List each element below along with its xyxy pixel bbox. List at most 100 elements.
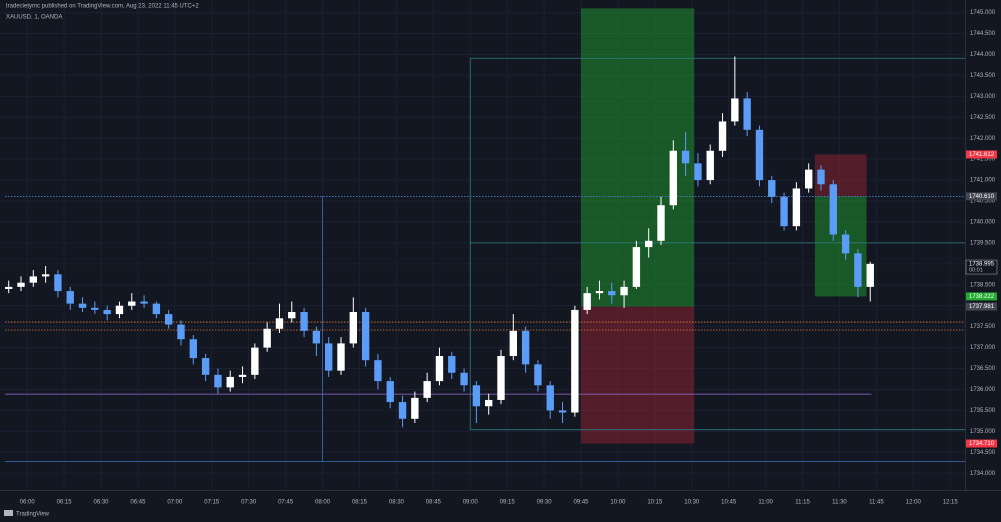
candle-body xyxy=(632,247,641,287)
y-tick-label: 1742.500 xyxy=(970,115,996,121)
y-tick-label: 1738.500 xyxy=(970,282,996,288)
candle-body xyxy=(41,274,50,277)
x-tick-label: 10:15 xyxy=(647,500,663,506)
y-tick-label: 1735.500 xyxy=(970,408,996,414)
y-tick-label: 1739.500 xyxy=(970,240,996,246)
candle-body xyxy=(411,397,419,419)
x-tick-label: 09:45 xyxy=(573,500,589,506)
candle-body xyxy=(805,169,813,189)
candle-body xyxy=(66,291,74,304)
price-badge xyxy=(966,302,997,311)
x-tick-label: 08:00 xyxy=(315,500,331,506)
price-badge xyxy=(965,259,998,275)
price-badge-label: 1738.222 xyxy=(969,294,995,300)
price-badge-note: 00:01 xyxy=(969,268,983,274)
candle-body xyxy=(534,364,542,386)
footer-brand: TradingView xyxy=(16,512,50,518)
candle-body xyxy=(792,188,801,227)
candle-body xyxy=(768,180,776,197)
candle-body xyxy=(115,305,124,315)
candle-body xyxy=(251,347,259,375)
candle-body xyxy=(558,410,567,413)
candle-body xyxy=(435,355,444,382)
candle-body xyxy=(571,309,579,413)
candle-body xyxy=(349,312,357,344)
candle-body xyxy=(361,312,370,361)
x-tick-label: 12:00 xyxy=(906,500,922,506)
price-badge-label: 1740.610 xyxy=(969,194,995,200)
candle-body xyxy=(755,129,764,181)
y-tick-label: 1740.500 xyxy=(970,199,996,205)
candle-body xyxy=(743,98,751,130)
y-tick-label: 1744.500 xyxy=(970,31,996,37)
candle-body xyxy=(189,339,197,359)
y-tick-label: 1735.000 xyxy=(970,429,996,435)
x-tick-label: 07:30 xyxy=(241,500,257,506)
candle-body xyxy=(681,150,690,164)
x-tick-label: 11:15 xyxy=(795,500,810,506)
candle-body xyxy=(854,253,862,287)
x-tick-label: 09:00 xyxy=(463,500,479,506)
y-tick-label: 1743.000 xyxy=(970,94,996,100)
x-tick-label: 06:00 xyxy=(20,500,36,506)
symbol-legend: XAUUSD, 1, OANDA xyxy=(6,15,62,21)
x-tick-label: 11:30 xyxy=(832,500,847,506)
loss-zone xyxy=(581,306,695,444)
x-tick-label: 09:30 xyxy=(537,500,553,506)
candle-body xyxy=(312,330,321,344)
candle-body xyxy=(214,374,222,388)
y-tick-label: 1734.500 xyxy=(970,450,996,456)
x-tick-label: 08:15 xyxy=(352,500,368,506)
candle-body xyxy=(54,274,62,292)
candle-body xyxy=(718,121,727,151)
candle-body xyxy=(841,234,850,254)
y-tick-label: 1742.000 xyxy=(970,136,996,142)
candle-body xyxy=(706,150,714,181)
candle-body xyxy=(91,307,99,310)
x-tick-label: 12:15 xyxy=(943,500,959,506)
x-tick-label: 06:30 xyxy=(93,500,109,506)
price-badge xyxy=(966,439,997,448)
y-tick-label: 1744.000 xyxy=(970,52,996,58)
candle-body xyxy=(103,309,111,315)
candle-body xyxy=(300,312,308,331)
x-tick-label: 10:45 xyxy=(721,500,737,506)
candle-body xyxy=(669,150,677,206)
candle-body xyxy=(152,303,161,315)
candle-body xyxy=(509,330,517,356)
y-tick-label: 1734.000 xyxy=(970,471,996,477)
y-tick-label: 1736.000 xyxy=(970,387,996,393)
candle-body xyxy=(731,98,739,122)
y-tick-label: 1737.500 xyxy=(970,324,996,330)
candle-body xyxy=(226,376,234,388)
candle-body xyxy=(694,163,702,181)
candle-body xyxy=(595,291,604,294)
y-tick-label: 1745.000 xyxy=(970,10,996,16)
logo-icon xyxy=(4,510,13,516)
price-badge-label: 1734.710 xyxy=(969,441,995,447)
y-tick-label: 1736.500 xyxy=(970,366,996,372)
price-badge xyxy=(966,292,997,301)
candle-body xyxy=(140,301,148,304)
candle-body xyxy=(78,303,87,308)
x-tick-label: 11:45 xyxy=(869,500,884,506)
candle-body xyxy=(497,355,505,400)
candle-body xyxy=(829,184,837,235)
y-tick-label: 1737.000 xyxy=(970,345,996,351)
x-tick-label: 07:45 xyxy=(278,500,294,506)
candle-body xyxy=(29,276,37,283)
price-badge-label: 1738.995 xyxy=(969,262,995,268)
candle-body xyxy=(17,282,25,287)
candle-body xyxy=(485,399,493,407)
candle-body xyxy=(448,355,456,373)
price-badge xyxy=(966,150,997,159)
x-tick-label: 10:30 xyxy=(684,500,700,506)
candle-body xyxy=(521,330,530,365)
candle-body xyxy=(398,402,407,419)
x-tick-label: 06:15 xyxy=(57,500,73,506)
candle-body xyxy=(177,324,185,340)
candle-body xyxy=(201,358,210,375)
